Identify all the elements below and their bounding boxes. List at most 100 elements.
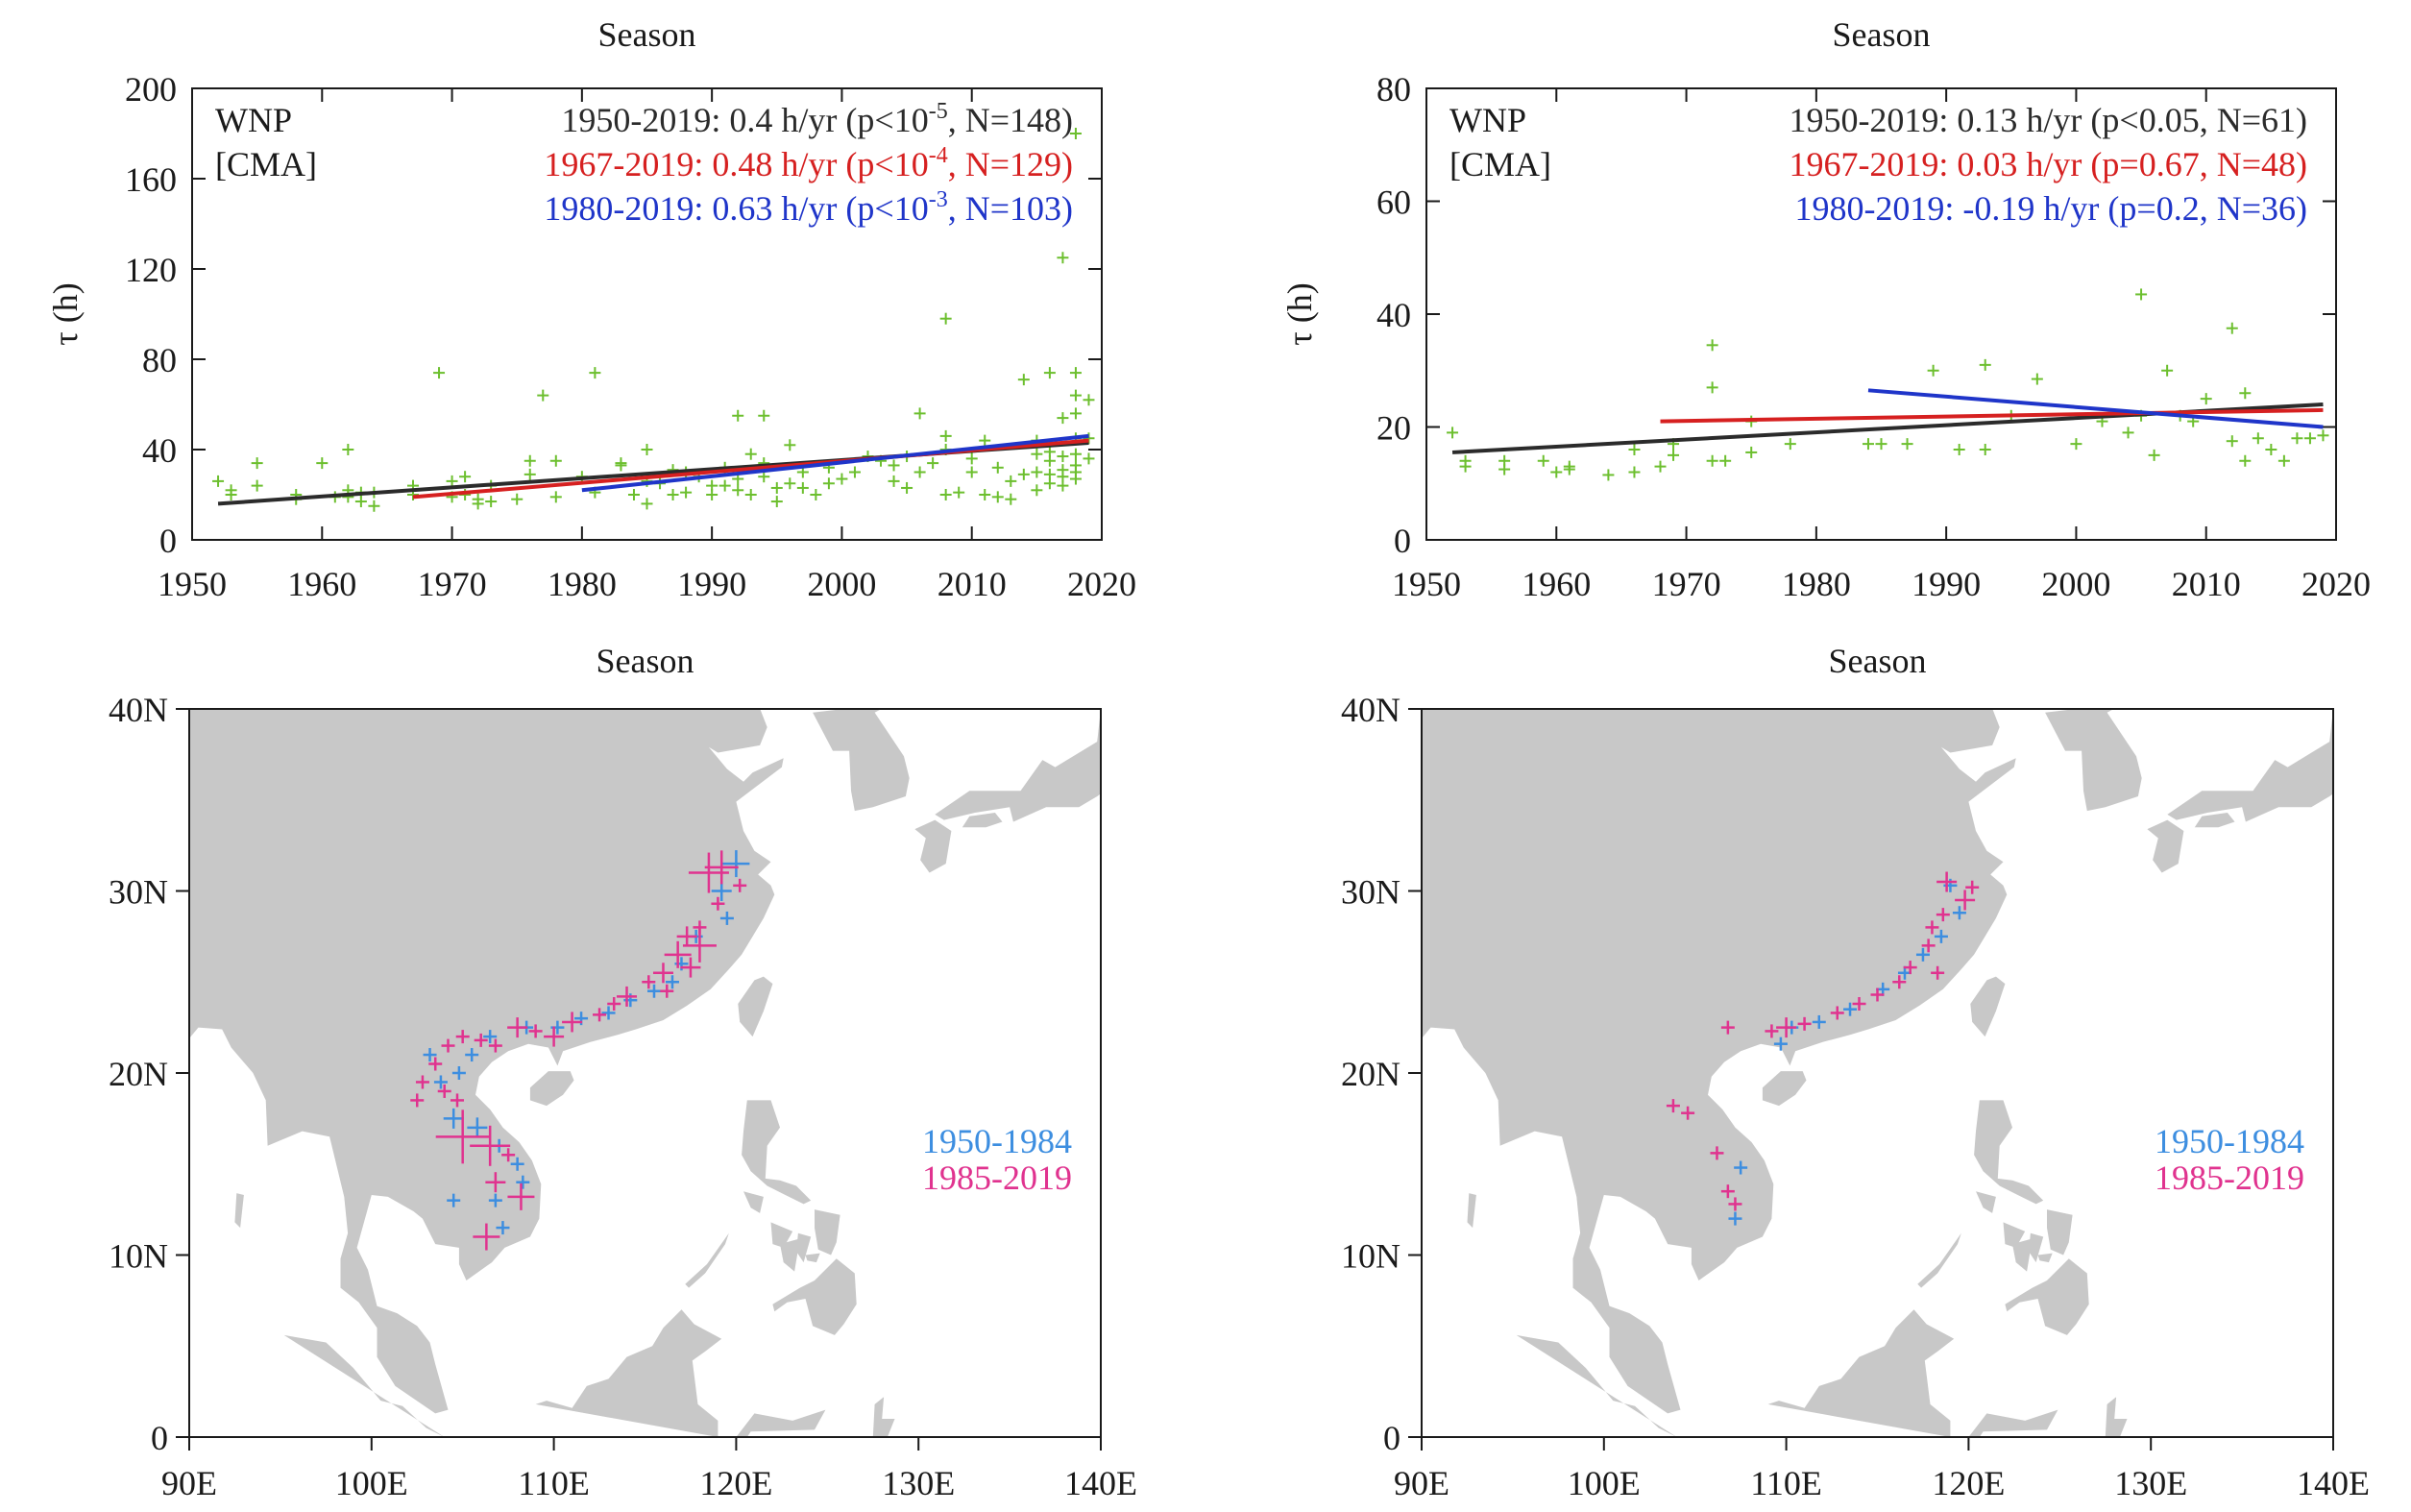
marker-1985-2019 [711,896,725,911]
lon-tick-label: 100E [335,1464,408,1502]
marker-1985-2019 [501,1148,516,1162]
data-point [472,498,484,510]
data-point [1017,468,1030,480]
data-point [732,484,744,497]
data-point [979,434,991,447]
x-tick-label: 1980 [548,565,617,603]
marker-1950-1984 [601,1006,616,1020]
trend-stat-text: 1980-2019: -0.19 h/yr (p=0.2, N=36) [1794,189,2307,228]
data-point [2239,454,2252,467]
region-label: WNP [1449,101,1526,139]
data-point [615,457,627,470]
data-point [1069,389,1082,402]
data-point [1927,364,1939,377]
marker-1985-2019 [1666,1099,1680,1113]
data-point [2200,393,2212,405]
land-hainan [1762,1071,1807,1107]
trend-stat-text: 1950-2019: 0.13 h/yr (p<0.05, N=61) [1789,101,2307,139]
data-point [316,457,329,470]
x-tick-label: 2010 [2172,565,2241,603]
x-tick-label: 1950 [1392,565,1461,603]
lat-tick-label: 30N [1341,873,1400,912]
marker-1985-2019 [1903,961,1917,975]
marker-1985-2019 [474,1033,488,1047]
data-point [641,498,653,510]
trend-stat-tail: , N=129) [948,145,1073,183]
region-label: WNP [215,101,292,139]
lon-tick-label: 140E [1064,1464,1137,1502]
data-point [822,477,835,490]
data-point [549,491,562,503]
marker-1985-2019 [1728,1197,1742,1211]
marker-1985-2019 [1681,1106,1695,1120]
data-point [1875,438,1887,451]
chart-title: Season [597,642,694,680]
data-point [2226,435,2238,448]
marker-1950-1984 [496,1221,510,1235]
legend-1950-1984: 1950-1984 [922,1122,1072,1160]
data-point [485,496,498,508]
marker-1985-2019 [544,1026,565,1047]
marker-1950-1984 [1843,1002,1858,1016]
marker-1950-1984 [433,1075,448,1089]
data-point [979,489,991,500]
data-point [1602,469,1615,481]
marker-1985-2019 [642,975,656,989]
y-axis-label: τ (h) [1280,282,1319,345]
data-point [667,489,679,500]
lon-tick-label: 130E [2114,1464,2187,1502]
data-point [2291,432,2303,445]
data-point [1706,339,1718,352]
marker-layer [1666,871,1980,1226]
marker-1985-2019 [473,1223,500,1251]
data-point [641,444,653,455]
trend-stat-text: 1950-2019: 0.4 h/yr (p<10 [561,101,928,139]
data-point [1953,444,1965,455]
x-tick-label: 2020 [2301,565,2371,603]
marker-1985-2019 [1797,1016,1812,1031]
trend-line-1 [1660,407,2324,424]
marker-1985-2019 [1870,988,1885,1002]
legend-1950-1984: 1950-1984 [2155,1122,2304,1160]
marker-1985-2019 [682,928,717,963]
data-point [1017,374,1030,386]
land-japan-kyushu [914,819,952,873]
marker-1950-1984 [1728,1211,1742,1226]
data-point [627,489,640,500]
data-point [732,409,744,422]
marker-1950-1984 [516,1175,530,1189]
data-point [589,367,601,379]
data-point [212,475,225,487]
data-point [744,448,757,460]
x-tick-label: 1960 [1522,565,1591,603]
marker-1985-2019 [680,957,701,978]
land-visayas-negros [2012,1238,2033,1272]
data-point [1005,475,1017,487]
data-point [2135,288,2148,301]
data-point [225,484,237,497]
marker-1985-2019 [1892,975,1907,989]
marker-1985-2019 [410,1093,425,1108]
data-point [1069,473,1082,485]
land-bohol [2037,1253,2053,1263]
lat-tick-label: 40N [109,691,168,729]
marker-1985-2019 [1921,939,1936,953]
marker-1985-2019 [435,1110,490,1164]
data-point [537,389,549,402]
data-point [1563,463,1575,476]
chart-title: Season [598,15,696,54]
trend-stat-1950-2019: 1950-2019: 0.4 h/yr (p<10-5, N=148) [561,99,1073,139]
trend-stat-text: 1967-2019: 0.03 h/yr (p=0.67, N=48) [1789,145,2307,183]
x-tick-label: 1950 [158,565,227,603]
data-point [2031,373,2043,385]
data-point [1447,427,1459,439]
data-point [511,493,524,505]
land-halmahera [2105,1397,2128,1437]
marker-1985-2019 [470,1125,511,1166]
marker-1985-2019 [693,920,707,935]
y-tick-label: 200 [125,70,177,109]
data-point [796,481,809,494]
data-point [680,486,693,499]
data-point [1083,452,1095,465]
data-point [2148,449,2160,461]
